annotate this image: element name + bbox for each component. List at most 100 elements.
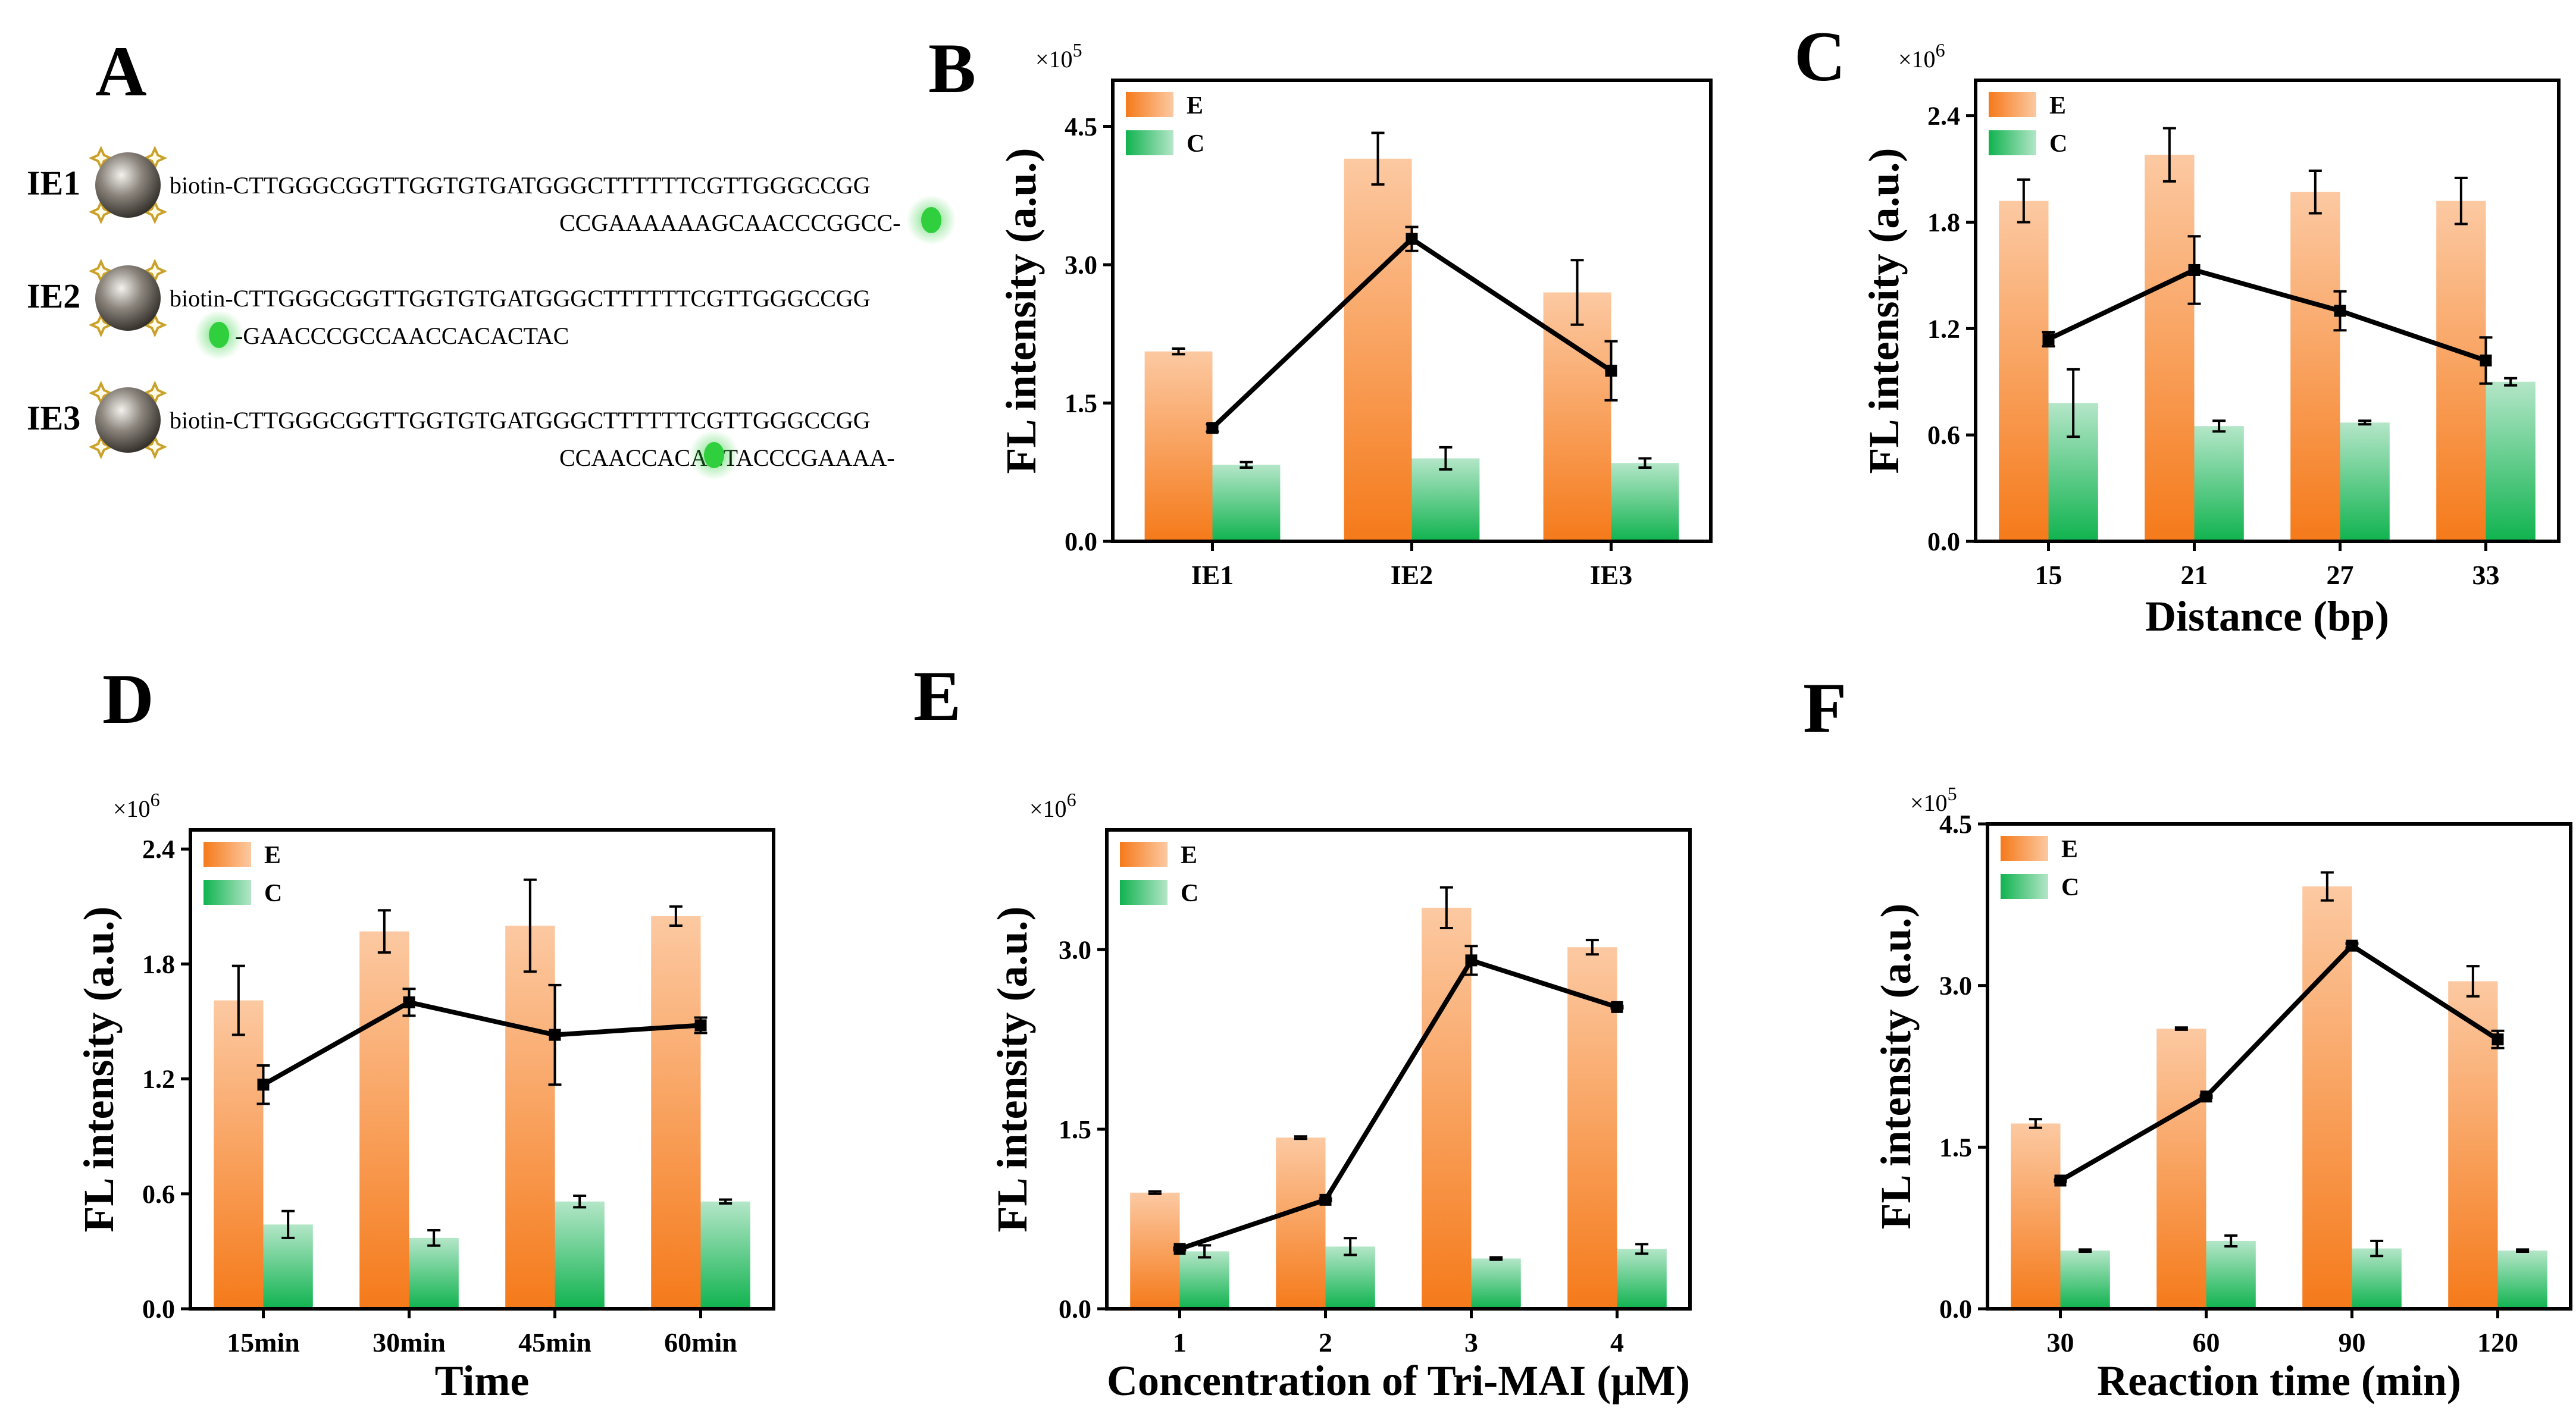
panel-a-probe-schematic: A IE1 biotin-CTTGGGCGGTTGGTGTGATGGGCTTTTT… bbox=[27, 32, 956, 480]
panel-label: E bbox=[913, 656, 961, 735]
y-tick-label: 1.5 bbox=[1065, 389, 1097, 418]
line-point bbox=[2346, 939, 2358, 952]
line-point bbox=[2492, 1033, 2504, 1046]
bar-e bbox=[1144, 351, 1213, 541]
bar-e bbox=[2448, 981, 2498, 1309]
x-tick-label: 27 bbox=[2327, 560, 2354, 590]
bar-c bbox=[2206, 1240, 2256, 1309]
error-bar-e bbox=[377, 909, 391, 954]
panel-label: B bbox=[928, 29, 976, 108]
error-bar-e bbox=[1371, 131, 1385, 186]
y-multiplier: ×106 bbox=[1898, 39, 1945, 73]
bar-e bbox=[2436, 200, 2486, 541]
panel-b-chart: B 0.0 1.5 3.0 4.5 IE1 IE2 IE3 ×105 FL intensity (… bbox=[928, 29, 1713, 590]
legend-label-c: C bbox=[2061, 874, 2079, 901]
y-tick-label: 1.5 bbox=[1059, 1115, 1091, 1144]
x-tick-label: IE2 bbox=[1391, 560, 1433, 590]
error-bar-e bbox=[2320, 871, 2334, 902]
probe-bottom-sequence: -GAACCCGCCAACCACACTAC bbox=[235, 322, 569, 349]
magnetic-bead-icon bbox=[95, 152, 161, 218]
error-bar-e bbox=[2174, 1026, 2188, 1031]
fluorophore-dot-icon bbox=[704, 442, 724, 468]
error-bar-e bbox=[1148, 1190, 1162, 1195]
line-point bbox=[403, 996, 415, 1008]
bar-e bbox=[1422, 907, 1472, 1309]
legend: EC bbox=[204, 842, 282, 907]
bar-c bbox=[700, 1201, 750, 1309]
y-tick-label: 1.8 bbox=[142, 949, 175, 979]
bar-c bbox=[2497, 1250, 2547, 1309]
y-tick-label: 0.0 bbox=[1059, 1295, 1091, 1324]
line-point bbox=[2042, 333, 2055, 346]
error-bar-c bbox=[2516, 1248, 2530, 1253]
line-point bbox=[2334, 305, 2346, 317]
y-tick-label: 3.0 bbox=[1939, 971, 1972, 1001]
bar-c bbox=[1411, 458, 1480, 541]
line-point bbox=[2480, 354, 2492, 366]
y-multiplier: ×106 bbox=[113, 789, 160, 822]
y-tick-label: 1.2 bbox=[1927, 314, 1960, 343]
legend-label-e: E bbox=[264, 842, 281, 869]
y-tick-label: 1.2 bbox=[142, 1065, 175, 1094]
line-point bbox=[257, 1079, 270, 1091]
error-bar-e bbox=[231, 964, 245, 1036]
legend-label-e: E bbox=[1181, 842, 1197, 869]
magnetic-bead-icon bbox=[95, 265, 161, 331]
bar-e bbox=[505, 926, 555, 1309]
legend-label-c: C bbox=[264, 880, 282, 907]
error-bar-c bbox=[2224, 1234, 2238, 1248]
error-bar-c bbox=[2212, 419, 2226, 433]
y-tick-label: 4.5 bbox=[1065, 112, 1097, 142]
y-multiplier: ×105 bbox=[1910, 783, 1957, 816]
y-tick-label: 0.6 bbox=[1927, 421, 1960, 450]
error-bar-e bbox=[1439, 886, 1453, 930]
x-axis-label: Concentration of Tri-MAI (μM) bbox=[1107, 1357, 1690, 1405]
x-tick-label: 120 bbox=[2477, 1327, 2518, 1358]
x-tick-label: 60min bbox=[664, 1327, 737, 1358]
fluorophore-dot-icon bbox=[209, 322, 229, 348]
bar-e bbox=[651, 916, 701, 1309]
error-bar-c bbox=[1240, 460, 1253, 469]
bar-e bbox=[2302, 886, 2352, 1309]
error-bar-c bbox=[573, 1195, 587, 1209]
line-point bbox=[694, 1019, 707, 1032]
probe-name: IE2 bbox=[27, 277, 80, 315]
panel-a-label: A bbox=[95, 32, 147, 111]
error-bar-e bbox=[2308, 170, 2322, 215]
error-bar-e bbox=[2029, 1118, 2042, 1129]
plot-frame bbox=[1986, 822, 2572, 1311]
y-axis-label: FL intensity (a.u.) bbox=[1860, 148, 1908, 474]
legend-swatch-e bbox=[204, 842, 251, 867]
trend-line bbox=[1179, 957, 1618, 1252]
line-point bbox=[1206, 422, 1219, 434]
bar-e bbox=[214, 1000, 264, 1309]
x-tick-label: 2 bbox=[1319, 1327, 1332, 1358]
bar-c bbox=[1611, 463, 1679, 541]
error-bar-c bbox=[1344, 1237, 1357, 1256]
error-bar-c bbox=[1638, 457, 1652, 469]
probe-ie2: IE2 biotin-CTTGGGCGGTTGGTGTGATGGGCTTTTTTC… bbox=[27, 258, 871, 360]
panel-label: D bbox=[102, 659, 154, 738]
y-tick-label: 0.0 bbox=[1927, 527, 1960, 556]
x-tick-label: 15min bbox=[227, 1327, 300, 1358]
probe-name: IE1 bbox=[27, 164, 80, 202]
bar-e bbox=[2290, 192, 2340, 541]
legend: EC bbox=[1126, 92, 1204, 158]
y-tick-label: 1.8 bbox=[1927, 208, 1960, 237]
bar-c bbox=[1212, 465, 1281, 541]
error-bar-c bbox=[2067, 368, 2080, 438]
line-point bbox=[2200, 1090, 2212, 1103]
x-tick-label: 4 bbox=[1610, 1327, 1624, 1358]
legend-swatch-c bbox=[1989, 130, 2036, 155]
bar-c bbox=[2352, 1248, 2402, 1309]
x-tick-label: 60 bbox=[2193, 1327, 2220, 1358]
error-bar-c bbox=[1635, 1243, 1649, 1255]
error-bar-c bbox=[2358, 419, 2372, 426]
x-axis-label: Time bbox=[435, 1357, 530, 1405]
y-tick-label: 2.4 bbox=[142, 835, 175, 864]
bar-c bbox=[1179, 1251, 1229, 1309]
x-tick-label: 15 bbox=[2035, 560, 2062, 590]
x-tick-label: 21 bbox=[2181, 560, 2208, 590]
error-bar-e bbox=[2454, 176, 2468, 225]
line-point bbox=[549, 1029, 561, 1041]
